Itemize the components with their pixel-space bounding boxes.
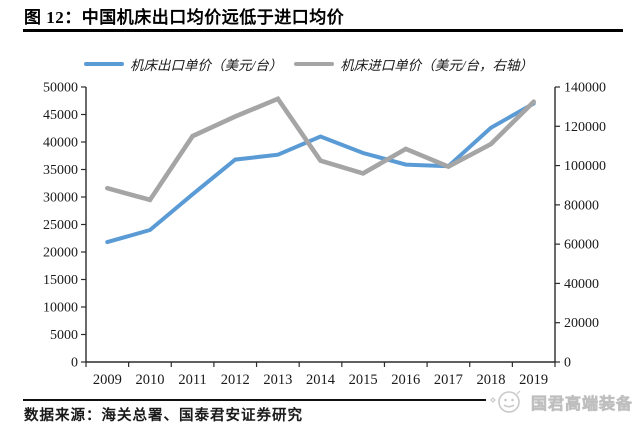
x-axis-tick-label: 2011 <box>178 372 206 388</box>
brand-logo-icon <box>490 390 521 413</box>
x-axis-tick-label: 2015 <box>349 372 378 388</box>
y-axis-left-tick-label: 50000 <box>43 81 78 96</box>
y-axis-left-tick-label: 45000 <box>43 108 78 123</box>
y-axis-right-tick-label: 100000 <box>564 159 606 174</box>
y-axis-left-tick-label: 40000 <box>43 136 78 151</box>
legend-item-import: 机床进口单价（美元/台，右轴） <box>294 54 533 74</box>
footer-rule <box>23 399 632 401</box>
watermark-text: 国君高端装备 <box>531 395 632 413</box>
export-price-line <box>105 101 536 245</box>
legend-item-export: 机床出口单价（美元/台） <box>84 54 282 74</box>
x-axis-tick-label: 2010 <box>135 372 164 388</box>
y-axis-left-tick-label: 30000 <box>43 191 78 206</box>
y-axis-left-tick-label: 0 <box>71 356 78 371</box>
data-source-note: 数据来源：海关总署、国泰君安证券研究 <box>24 408 303 424</box>
y-axis-left-tick-label: 15000 <box>43 273 78 288</box>
y-axis-right-tick-label: 120000 <box>564 120 606 135</box>
x-axis-tick-label: 2009 <box>93 372 122 388</box>
legend-swatch-import-line <box>294 62 335 66</box>
y-axis-left-tick-label: 5000 <box>50 328 78 343</box>
y-axis-right-tick-label: 40000 <box>564 277 599 292</box>
y-axis-left-tick-label: 25000 <box>43 218 78 233</box>
y-axis-left-tick-label: 20000 <box>43 246 78 261</box>
y-axis-left-tick-label: 10000 <box>43 301 78 316</box>
legend-label-export: 机床出口单价（美元/台） <box>130 58 283 73</box>
import-price-line <box>105 95 537 203</box>
y-axis-right-tick-label: 20000 <box>564 316 599 331</box>
x-axis-tick-label: 2012 <box>221 372 250 388</box>
y-axis-right-tick-label: 0 <box>564 356 571 371</box>
x-axis-tick-label: 2014 <box>306 372 336 388</box>
chart-legend: 机床出口单价（美元/台） 机床进口单价（美元/台，右轴） <box>84 54 533 74</box>
y-axis-right-tick-label: 80000 <box>564 198 599 213</box>
x-axis-tick-label: 2019 <box>519 372 548 388</box>
x-axis-tick-label: 2017 <box>434 372 463 388</box>
figure-title: 图 12：中国机床出口均价远低于进口均价 <box>24 8 345 27</box>
x-axis-tick-label: 2016 <box>391 372 420 388</box>
brand-watermark: 国君高端装备 <box>486 387 632 416</box>
y-axis-left-tick-label: 35000 <box>43 163 78 178</box>
y-axis-right-tick-label: 60000 <box>564 238 599 253</box>
legend-label-import: 机床进口单价（美元/台，右轴） <box>340 58 534 73</box>
x-axis-tick-label: 2018 <box>477 372 506 388</box>
y-axis-right-tick-label: 140000 <box>564 81 606 96</box>
title-underline-rule <box>23 29 623 32</box>
legend-swatch-export-line <box>84 62 124 66</box>
x-axis-tick-label: 2013 <box>263 372 292 388</box>
